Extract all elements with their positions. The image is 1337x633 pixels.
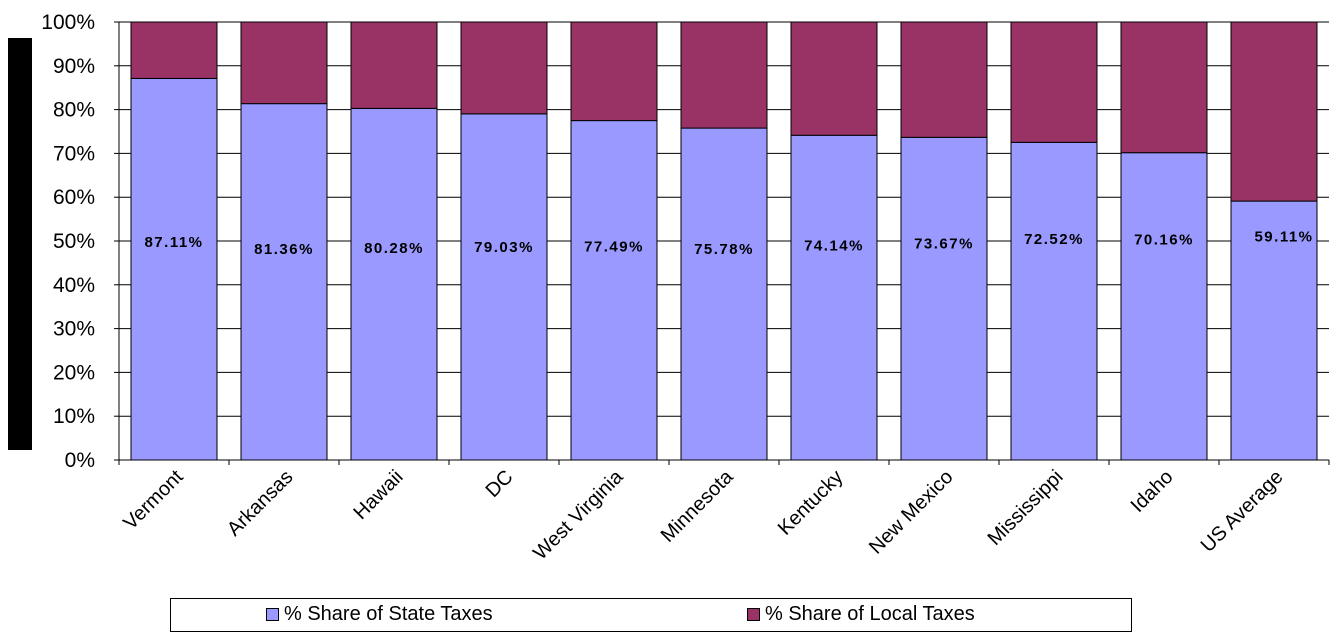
x-tick-label: Kentucky	[774, 466, 848, 540]
bar-local-taxes	[1120, 21, 1208, 154]
data-label: 73.67%	[914, 236, 974, 253]
bar-state-taxes	[1120, 152, 1208, 461]
x-tick-label: West Virginia	[529, 465, 628, 564]
x-tick-label: Idaho	[1127, 466, 1178, 517]
bar-local-taxes	[1010, 21, 1098, 143]
bar-state-taxes	[900, 136, 988, 461]
y-tick-label: 50%	[53, 230, 95, 253]
data-label: 80.28%	[364, 240, 424, 257]
y-tick-labels: 0% 10% 20% 30% 40% 50% 60% 70% 80% 90% 100%	[41, 11, 95, 472]
data-label: 59.11%	[1254, 229, 1313, 246]
bar-local-taxes	[570, 21, 658, 122]
value-labels: 87.11% 81.36% 80.28% 79.03% 77.49% 75.78% 74.1…	[144, 229, 1313, 258]
y-tick-label: 60%	[53, 186, 95, 209]
bars	[130, 21, 1318, 461]
legend-swatch-state	[266, 608, 279, 621]
y-tick-label: 90%	[53, 55, 95, 78]
bar-local-taxes	[790, 21, 878, 136]
x-tick-labels: Vermont Arkansas Hawaii DC West Virginia Minn…	[119, 465, 1287, 564]
x-tick-label: New Mexico	[865, 466, 958, 559]
bar-state-taxes	[1230, 200, 1318, 461]
bar-state-taxes	[350, 107, 438, 461]
legend: % Share of State Taxes % Share of Local …	[170, 598, 1132, 632]
data-label: 72.52%	[1024, 231, 1084, 248]
data-label: 70.16%	[1134, 231, 1194, 248]
bar-local-taxes	[130, 21, 218, 79]
legend-swatch-local	[747, 608, 760, 621]
x-tick-label: DC	[482, 466, 518, 502]
bar-state-taxes	[680, 127, 768, 461]
bar-state-taxes	[130, 77, 218, 461]
x-tick-label: Vermont	[119, 466, 188, 535]
y-tick-label: 0%	[65, 449, 95, 472]
legend-label-local: % Share of Local Taxes	[765, 603, 975, 625]
x-tick-label: Arkansas	[223, 466, 298, 541]
x-tick-label: Mississippi	[984, 466, 1068, 550]
black-side-bar	[8, 38, 32, 450]
bar-state-taxes	[790, 134, 878, 461]
data-label: 79.03%	[474, 239, 534, 256]
y-tick-label: 100%	[41, 11, 95, 34]
bar-local-taxes	[240, 21, 328, 105]
x-tick-label: US Average	[1197, 466, 1288, 557]
legend-label-state: % Share of State Taxes	[284, 603, 493, 625]
data-label: 74.14%	[804, 238, 864, 255]
axes	[114, 21, 1330, 465]
x-tick-label: Hawaii	[350, 466, 408, 524]
x-tick-label: Minnesota	[657, 465, 738, 546]
y-tick-label: 70%	[53, 142, 95, 165]
legend-item-local: % Share of Local Taxes	[747, 603, 975, 626]
bar-local-taxes	[350, 21, 438, 109]
bar-local-taxes	[680, 21, 768, 129]
y-tick-label: 20%	[53, 361, 95, 384]
bar-state-taxes	[1010, 141, 1098, 461]
data-label: 87.11%	[144, 234, 203, 251]
y-tick-label: 30%	[53, 318, 95, 341]
data-label: 77.49%	[584, 238, 644, 255]
bar-state-taxes	[240, 103, 328, 461]
y-tick-label: 10%	[53, 405, 95, 428]
data-label: 75.78%	[694, 241, 754, 258]
bar-local-taxes	[1230, 21, 1318, 202]
legend-item-state: % Share of State Taxes	[266, 603, 493, 626]
y-tick-label: 40%	[53, 274, 95, 297]
bar-local-taxes	[460, 21, 548, 115]
bar-local-taxes	[900, 21, 988, 138]
bar-state-taxes	[570, 120, 658, 461]
bar-state-taxes	[460, 113, 548, 461]
y-tick-label: 80%	[53, 99, 95, 122]
data-label: 81.36%	[254, 241, 314, 258]
